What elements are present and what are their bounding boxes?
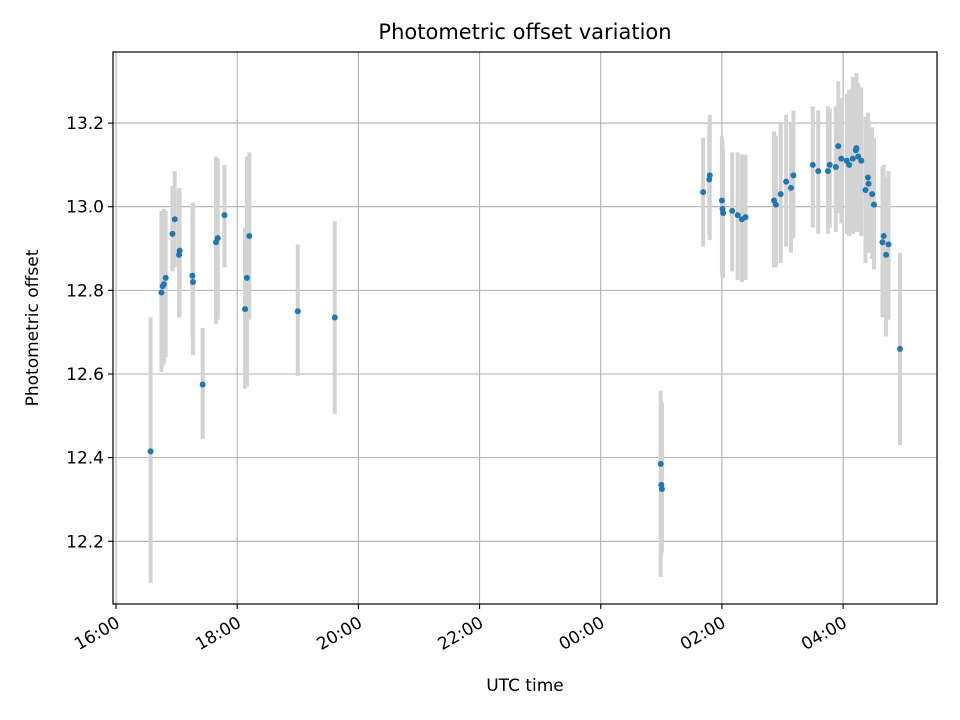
data-point bbox=[147, 448, 154, 455]
data-point bbox=[742, 214, 749, 221]
data-point bbox=[832, 164, 839, 170]
data-point bbox=[777, 191, 784, 198]
data-point bbox=[826, 161, 833, 168]
data-point bbox=[853, 145, 860, 152]
y-tick-label: 13.2 bbox=[66, 114, 104, 134]
data-points bbox=[147, 143, 904, 492]
data-point bbox=[849, 155, 856, 162]
data-point bbox=[243, 274, 250, 281]
y-tick-label: 12.2 bbox=[66, 532, 104, 552]
grid bbox=[113, 52, 937, 604]
data-point bbox=[865, 180, 872, 187]
data-point bbox=[706, 172, 713, 179]
y-axis-ticks: 12.2 12.4 12.6 12.8 13.0 13.2 bbox=[66, 114, 113, 552]
data-point bbox=[158, 289, 165, 296]
y-tick-label: 12.6 bbox=[66, 365, 104, 385]
data-point bbox=[189, 279, 196, 285]
y-tick-label: 13.0 bbox=[66, 198, 104, 218]
data-point bbox=[879, 239, 886, 246]
data-point bbox=[171, 216, 178, 223]
data-point bbox=[331, 314, 338, 321]
data-point bbox=[897, 345, 904, 352]
data-point bbox=[169, 230, 176, 237]
plot-area-frame bbox=[112, 51, 938, 605]
x-axis-label: UTC time bbox=[486, 676, 564, 696]
data-point bbox=[883, 251, 890, 258]
data-point bbox=[838, 155, 845, 162]
y-axis-label: Photometric offset bbox=[23, 249, 43, 406]
data-point bbox=[199, 381, 206, 388]
data-point bbox=[880, 233, 887, 239]
data-point bbox=[885, 241, 892, 248]
data-point bbox=[657, 460, 664, 467]
data-point bbox=[734, 212, 741, 219]
data-point bbox=[658, 486, 665, 492]
data-point bbox=[214, 235, 221, 242]
data-point bbox=[862, 187, 869, 193]
data-point bbox=[294, 308, 301, 315]
data-point bbox=[790, 172, 797, 179]
data-point bbox=[855, 153, 862, 160]
data-point bbox=[718, 197, 725, 204]
data-point bbox=[189, 272, 196, 279]
data-point bbox=[783, 178, 790, 185]
data-point bbox=[221, 212, 228, 219]
data-point bbox=[162, 274, 169, 281]
chart-title: Photometric offset variation bbox=[378, 20, 671, 44]
data-point bbox=[160, 281, 167, 288]
data-point bbox=[815, 168, 822, 175]
data-point bbox=[176, 247, 183, 254]
data-point bbox=[242, 306, 249, 313]
data-point bbox=[809, 161, 816, 168]
data-point bbox=[824, 168, 831, 175]
data-point bbox=[700, 189, 707, 196]
data-point bbox=[729, 207, 736, 214]
data-point bbox=[835, 143, 842, 150]
data-point bbox=[772, 201, 779, 208]
data-point bbox=[720, 210, 727, 216]
data-point bbox=[246, 233, 253, 239]
data-point bbox=[858, 157, 865, 164]
data-point bbox=[869, 191, 876, 198]
y-tick-label: 12.8 bbox=[66, 281, 104, 301]
data-point bbox=[787, 184, 794, 191]
data-point bbox=[864, 174, 871, 181]
data-point bbox=[846, 161, 853, 168]
y-tick-label: 12.4 bbox=[66, 449, 104, 469]
data-point bbox=[870, 201, 877, 208]
